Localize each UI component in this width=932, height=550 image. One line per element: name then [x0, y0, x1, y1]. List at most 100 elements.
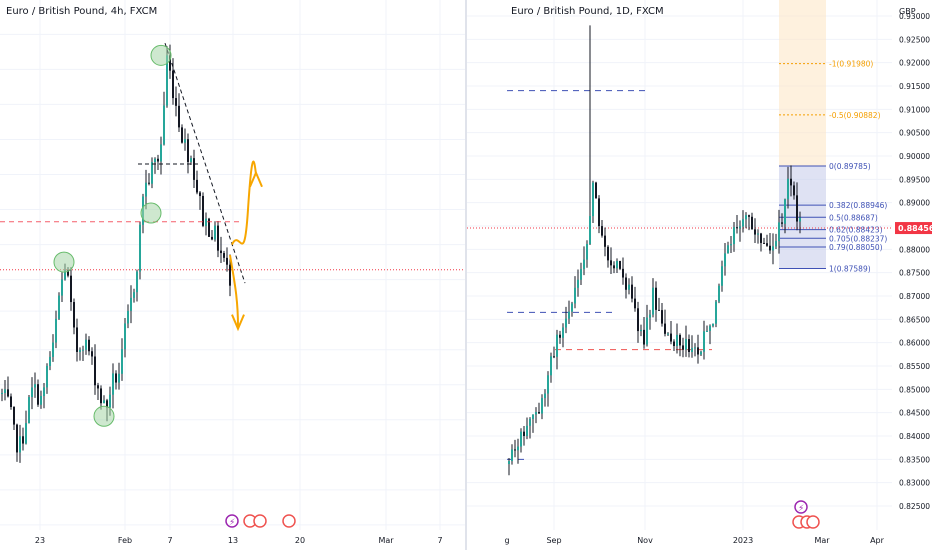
candle-body — [511, 449, 513, 462]
candle-body — [100, 388, 102, 404]
candle-body — [193, 158, 195, 180]
candle-body — [784, 199, 786, 224]
price-axis-label: 0.83000 — [899, 479, 930, 488]
candle-body — [703, 331, 705, 352]
candle-body — [574, 287, 576, 304]
candle-body — [535, 412, 537, 415]
event-lightning-icon: ⚡ — [798, 504, 804, 514]
candle-body — [40, 396, 42, 405]
event-lightning-icon — [225, 514, 239, 528]
candle-body — [634, 298, 636, 309]
candle-body — [169, 55, 171, 71]
candle-body — [70, 275, 72, 303]
candle-body — [37, 384, 39, 405]
candle-body — [229, 264, 231, 286]
candle-body — [736, 227, 738, 229]
candle-body — [583, 259, 585, 270]
time-axis-label: 7 — [167, 536, 172, 545]
candle-body — [529, 418, 531, 426]
candle-body — [688, 339, 690, 353]
candle-body — [163, 105, 165, 145]
candle-body — [670, 333, 672, 342]
candle-body — [205, 218, 207, 226]
candle-body — [577, 279, 579, 288]
chart-pane-1d[interactable]: -1(0.91980) -0.5(0.90882) 0(0.89785) 0.382(… — [467, 0, 932, 550]
chart-4h-canvas[interactable]: ⚡0.898000.896000.894000.892000.890000.88… — [0, 0, 466, 550]
time-axis-label: Apr — [870, 536, 885, 545]
price-axis-label: 0.92000 — [899, 59, 930, 68]
candle-body — [724, 253, 726, 267]
candle-body — [160, 144, 162, 162]
fib-level-label: 0.382(0.88946) — [829, 201, 887, 210]
candle-body — [559, 334, 561, 338]
candle-body — [586, 244, 588, 260]
candle-body — [565, 318, 567, 328]
candle-body — [799, 217, 801, 222]
candle-body — [706, 330, 708, 332]
candle-body — [223, 253, 225, 258]
candle-body — [61, 279, 63, 296]
candle-body — [79, 350, 81, 352]
candle-body — [742, 219, 744, 227]
time-axis-label: 20 — [295, 536, 305, 545]
candle-body — [778, 222, 780, 242]
candle-body — [109, 394, 111, 408]
candle-body — [769, 245, 771, 251]
candle-body — [727, 245, 729, 254]
candle-body — [775, 241, 777, 247]
candle-body — [106, 400, 108, 408]
candle-body — [601, 226, 603, 236]
price-axis-label: 0.83500 — [899, 455, 930, 464]
candle-body — [763, 242, 765, 244]
fib-level-label: 0.62(0.88423) — [829, 226, 883, 235]
chart-1d-canvas[interactable]: -1(0.91980) -0.5(0.90882) 0(0.89785) 0.382(… — [467, 0, 932, 550]
candle-body — [523, 431, 525, 436]
candle-body — [613, 265, 615, 269]
candle-body — [94, 356, 96, 386]
candle-body — [664, 323, 666, 334]
fib-level-label: 1(0.87589) — [829, 265, 871, 274]
candle-body — [520, 431, 522, 447]
economic-event-icon — [806, 515, 820, 529]
candle-body — [667, 333, 669, 335]
candle-body — [787, 178, 789, 200]
candle-body — [124, 323, 126, 350]
candle-body — [73, 302, 75, 328]
candle-body — [211, 236, 213, 240]
candle-body — [91, 351, 93, 357]
candle-body — [679, 334, 681, 346]
candle-body — [1, 392, 3, 394]
candle-body — [127, 310, 129, 324]
candle-body — [541, 398, 543, 414]
candle-body — [10, 396, 12, 407]
price-axis-label: 0.84000 — [899, 432, 930, 441]
candle-body — [757, 233, 759, 235]
price-axis-label: 0.86000 — [899, 339, 930, 348]
candle-body — [568, 311, 570, 319]
time-axis-label: Nov — [637, 536, 653, 545]
price-axis-label: 0.82500 — [899, 502, 930, 511]
candle-body — [739, 226, 741, 229]
candle-body — [157, 158, 159, 162]
candle-body — [130, 297, 132, 311]
candle-body — [145, 182, 147, 197]
chart-pane-4h[interactable]: ⚡0.898000.896000.894000.892000.890000.88… — [0, 0, 466, 550]
candle-body — [187, 139, 189, 162]
candle-body — [196, 179, 198, 193]
candle-body — [151, 162, 153, 184]
candle-body — [133, 292, 135, 298]
candle-body — [622, 268, 624, 278]
swing-point-circle — [150, 44, 172, 66]
fib-level-label: -1(0.91980) — [829, 60, 873, 69]
swing-point-circle — [53, 251, 75, 273]
candle-body — [718, 285, 720, 302]
candle-body — [202, 195, 204, 226]
price-axis-label: 0.86500 — [899, 315, 930, 324]
candle-body — [4, 389, 6, 393]
candle-body — [13, 406, 15, 425]
candle-body — [172, 70, 174, 99]
candle-body — [652, 287, 654, 315]
pane-divider[interactable] — [465, 0, 467, 550]
candle-body — [226, 257, 228, 265]
candle-body — [694, 347, 696, 349]
